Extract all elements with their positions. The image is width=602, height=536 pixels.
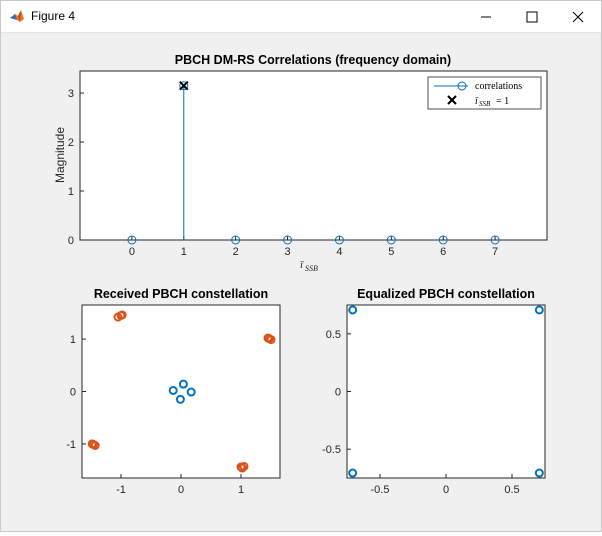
constellation-point [239, 461, 249, 471]
constellation-point [90, 440, 100, 450]
correlation-xticks: 0 1 2 3 4 5 6 7 [129, 236, 498, 258]
received-yticks: 1 0 -1 [66, 334, 86, 451]
y-tick-label: 3 [68, 88, 74, 100]
legend-correlations-marker [457, 81, 467, 91]
maximize-icon [526, 11, 538, 22]
equalized-constellation-axes[interactable]: Equalized PBCH constellation -0.5 0 0.5 0.… [322, 287, 546, 496]
equalized-xticks: -0.5 0 0.5 [371, 474, 520, 496]
x-tick-label: -1 [116, 484, 126, 496]
y-tick-label: 0 [70, 387, 76, 399]
constellation-point [237, 463, 247, 473]
x-tick-label: 1 [181, 246, 187, 258]
constellation-point [117, 310, 127, 320]
received-title: Received PBCH constellation [94, 287, 268, 301]
stem-marker [334, 235, 344, 245]
matlab-logo-icon [10, 10, 24, 22]
equalized-points [348, 305, 544, 478]
legend-correlations-label: correlations [475, 81, 522, 92]
constellation-point [186, 387, 196, 397]
y-tick-label: 1 [68, 186, 74, 198]
x-tick-label: 2 [233, 246, 239, 258]
x-tick-label: 5 [388, 246, 394, 258]
stem-marker [179, 81, 189, 91]
xlabel-i-bar: ī [300, 259, 304, 271]
y-tick-label: 0 [335, 387, 341, 399]
xlabel-subscript: SSB [305, 264, 318, 273]
x-tick-label: 4 [336, 246, 342, 258]
legend-issb-subscript: SSB [479, 100, 491, 108]
correlation-ylabel: Magnitude [53, 127, 67, 183]
equalized-yticks: 0.5 0 -0.5 [322, 329, 351, 456]
constellation-point [168, 385, 178, 395]
received-constellation-axes[interactable]: Received PBCH constellation -1 0 1 1 0 -1 [66, 287, 281, 496]
x-tick-label: 6 [440, 246, 446, 258]
correlation-xlabel: ī SSB [300, 259, 318, 273]
constellation-point [534, 468, 544, 478]
legend-box [427, 76, 542, 110]
constellation-point [178, 379, 188, 389]
correlation-axes[interactable]: PBCH DM-RS Correlations (frequency domai… [53, 53, 548, 273]
figure-canvas: PBCH DM-RS Correlations (frequency domai… [2, 33, 600, 531]
close-button[interactable] [555, 1, 601, 32]
stem-marker [283, 235, 293, 245]
legend-x-marker [447, 95, 457, 105]
stem-marker [438, 235, 448, 245]
x-tick-label: 0 [443, 484, 449, 496]
x-tick-label: 1 [238, 484, 244, 496]
window-title: Figure 4 [31, 9, 76, 23]
y-tick-label: -0.5 [322, 444, 341, 456]
received-xticks: -1 0 1 [116, 474, 244, 496]
correlation-title: PBCH DM-RS Correlations (frequency domai… [175, 53, 451, 67]
y-tick-label: 0 [68, 235, 74, 247]
stem-marker [490, 235, 500, 245]
stem-marker [386, 235, 396, 245]
correlation-legend[interactable]: correlations ī SSB = 1 [427, 76, 542, 110]
legend-issb-i-bar: ī [475, 96, 479, 107]
y-tick-label: 2 [68, 137, 74, 149]
selected-issb-marker [179, 80, 189, 91]
title-bar: Figure 4 [1, 1, 601, 33]
constellation-point [534, 305, 544, 315]
correlation-yticks: 0 1 2 3 [68, 88, 84, 247]
equalized-title: Equalized PBCH constellation [357, 287, 535, 301]
x-tick-label: 7 [492, 246, 498, 258]
constellation-point [175, 394, 185, 404]
maximize-button[interactable] [509, 1, 555, 32]
minimize-icon [481, 16, 491, 17]
x-tick-label: -0.5 [371, 484, 390, 496]
received-plot-area [81, 304, 281, 479]
constellation-point [348, 468, 358, 478]
y-tick-label: 1 [70, 334, 76, 346]
y-tick-label: 0.5 [326, 329, 341, 341]
figure-svg: PBCH DM-RS Correlations (frequency domai… [53, 53, 548, 496]
equalized-plot-area [346, 304, 546, 479]
constellation-point [348, 305, 358, 315]
stem-marker [127, 235, 137, 245]
correlation-stems [127, 80, 500, 245]
stem-marker [231, 235, 241, 245]
close-icon [572, 11, 584, 22]
constellation-point [266, 335, 276, 345]
x-tick-label: 0 [129, 246, 135, 258]
received-points [87, 310, 276, 473]
y-tick-label: -1 [66, 439, 76, 451]
legend-issb-value: = 1 [496, 96, 509, 107]
x-tick-label: 0 [178, 484, 184, 496]
x-tick-label: 3 [284, 246, 290, 258]
x-tick-label: 0.5 [504, 484, 519, 496]
minimize-button[interactable] [463, 1, 509, 32]
